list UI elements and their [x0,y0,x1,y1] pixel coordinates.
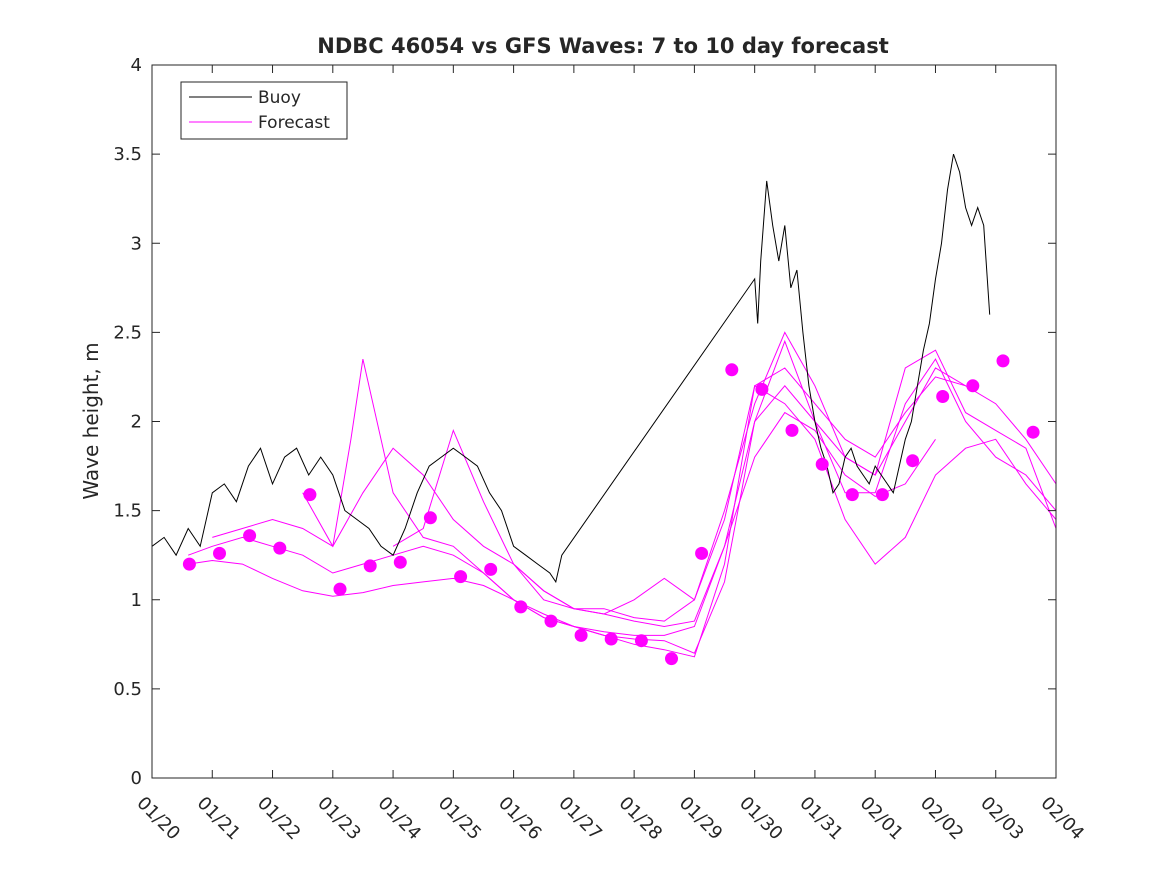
forecast-point [634,634,648,648]
y-tick-label: 3.5 [113,144,142,165]
forecast-line-5 [392,385,1057,622]
y-tick-label: 1.5 [113,501,142,522]
forecast-point [966,379,980,393]
forecast-point [574,628,588,642]
y-tick-label: 3 [131,233,142,254]
forecast-point [1026,425,1040,439]
forecast-point [875,488,889,502]
forecast-line-6 [513,331,1057,615]
legend-buoy-label: Buoy [258,88,301,108]
y-tick-label: 0 [131,768,142,789]
chart-title: NDBC 46054 vs GFS Waves: 7 to 10 day for… [317,34,888,58]
forecast-point [725,363,739,377]
y-tick-label: 4 [131,55,142,76]
buoy-line [151,153,991,584]
forecast-point [213,546,226,560]
forecast-point [273,541,287,555]
y-tick-label: 2 [131,412,142,433]
y-axis-label: Wave height, m [79,342,103,499]
forecast-point [303,488,317,502]
forecast-line-3 [212,358,1057,658]
forecast-point [695,546,709,560]
forecast-point [785,423,799,437]
legend-forecast-label: Forecast [258,113,330,133]
forecast-line-4 [302,339,1057,628]
forecast-point [755,382,769,396]
forecast-point [906,454,920,468]
forecast-point [454,570,468,584]
forecast-point [333,582,347,596]
forecast-point [484,562,498,576]
forecast-point [604,632,618,646]
forecast-point [514,600,528,614]
forecast-point [243,529,257,543]
forecast-point [936,390,950,403]
forecast-point [363,559,377,573]
forecast-point [845,488,859,502]
y-tick-label: 1 [131,590,142,611]
legend: Buoy Forecast [180,81,348,140]
forecast-point [182,557,196,571]
forecast-point [544,614,558,628]
forecast-point [393,555,407,569]
forecast-point [423,511,437,525]
forecast-point [996,354,1010,368]
forecast-point [665,652,678,666]
legend-box [180,81,348,140]
y-tick-label: 0.5 [113,679,142,700]
forecast-line-1 [188,411,936,636]
y-tick-label: 2.5 [113,322,142,343]
plot-area [151,153,1057,666]
forecast-point [815,457,829,471]
